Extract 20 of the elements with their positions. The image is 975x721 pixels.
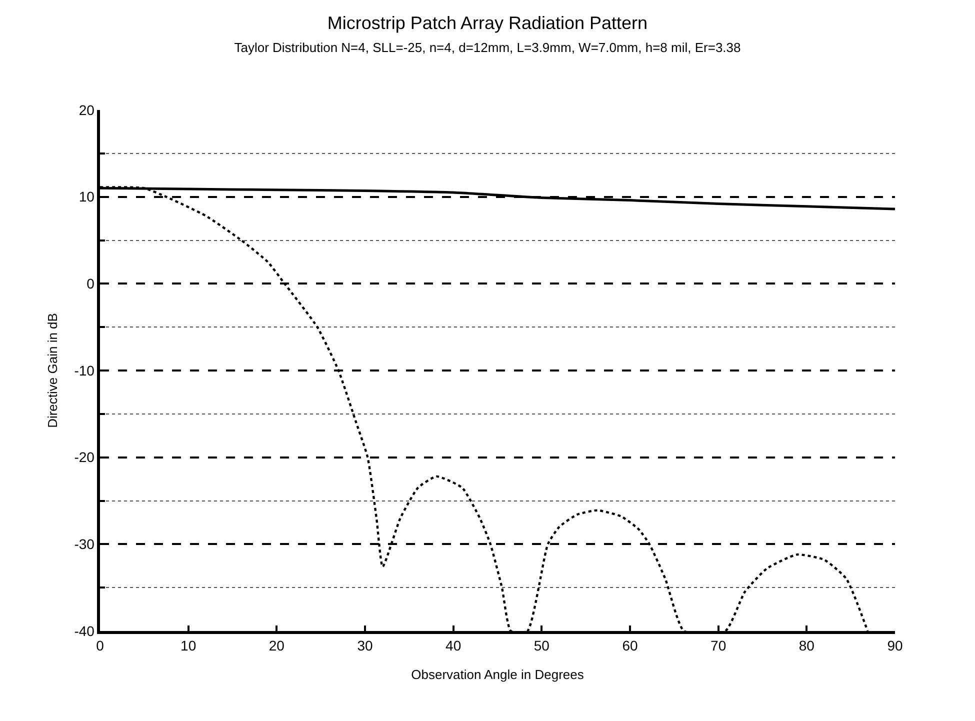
y-tick-label: 10 — [78, 188, 95, 205]
y-tick-label: -20 — [74, 449, 95, 466]
x-axis-title: Observation Angle in Degrees — [411, 667, 584, 682]
y-tick-label: -10 — [74, 362, 95, 378]
x-tick-label: 30 — [357, 638, 373, 654]
y-axis-title: Directive Gain in dB — [45, 313, 60, 428]
x-tick-label: 90 — [887, 638, 903, 654]
x-tick-label: 80 — [798, 638, 815, 654]
y-tick-label: -40 — [74, 622, 95, 639]
chart-title: Microstrip Patch Array Radiation Pattern — [327, 12, 648, 33]
x-tick-label: 70 — [710, 638, 726, 654]
y-tick-label: -30 — [74, 536, 95, 552]
x-tick-label: 40 — [446, 638, 462, 654]
y-tick-label: 0 — [86, 276, 95, 292]
chart-subtitle: Taylor Distribution N=4, SLL=-25, n=4, d=12mm, L=3.9mm, W=7.0mm, h=8 mil, Er=3.38 — [234, 40, 741, 56]
x-tick-label: 50 — [534, 638, 550, 654]
x-tick-label: 10 — [180, 638, 196, 654]
x-tick-label: 20 — [268, 638, 285, 654]
x-tick-label: 60 — [622, 638, 638, 654]
y-tick-label: 20 — [78, 102, 95, 118]
